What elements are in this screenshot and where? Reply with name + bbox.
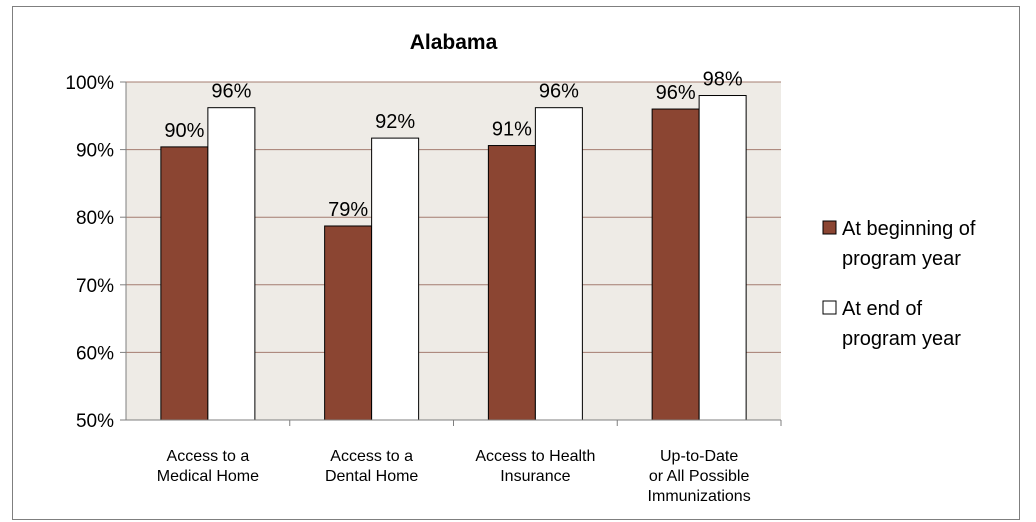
bar — [324, 225, 373, 421]
legend-label: program year — [842, 328, 961, 350]
bar — [651, 108, 700, 421]
x-tick-label: Immunizations — [648, 488, 751, 505]
bars — [160, 95, 747, 421]
x-tick-label: Access to Health — [475, 448, 595, 465]
legend: At beginning of program year At end of prog… — [822, 218, 976, 350]
bar — [487, 145, 536, 421]
data-labels: 90% 96% 79% 92% 91% 96% 96% 98% — [164, 69, 742, 221]
data-label: 92% — [375, 111, 415, 133]
x-tick-label: Access to a — [167, 448, 250, 465]
legend-label: At beginning of — [842, 218, 976, 240]
legend-swatch — [822, 220, 837, 235]
data-label: 96% — [656, 82, 696, 104]
data-label: 98% — [703, 69, 743, 91]
bar — [698, 95, 747, 421]
axes: 50% 60% 70% 80% 90% 100% Access to a Medical Ho… — [65, 73, 782, 505]
legend-swatch — [822, 300, 837, 315]
bar — [207, 107, 256, 421]
x-tick-label: Insurance — [500, 468, 570, 485]
y-tick-label: 70% — [76, 276, 114, 297]
y-tick-label: 80% — [76, 208, 114, 229]
bar-chart: 50% 60% 70% 80% 90% 100% Access to a Medical Ho… — [65, 31, 976, 505]
x-tick-label: Dental Home — [325, 468, 418, 485]
legend-label: At end of — [842, 298, 923, 320]
data-label: 79% — [328, 199, 368, 221]
bar — [534, 107, 583, 421]
data-label: 96% — [539, 81, 579, 103]
x-tick-label: Access to a — [330, 448, 413, 465]
y-tick-label: 50% — [76, 411, 114, 432]
bar — [160, 146, 209, 421]
x-tick-label: Medical Home — [157, 468, 259, 485]
bar — [371, 137, 420, 421]
data-label: 96% — [211, 81, 251, 103]
data-label: 90% — [164, 120, 204, 142]
x-tick-label: or All Possible — [649, 468, 750, 485]
chart-title: Alabama — [410, 31, 498, 54]
data-label: 91% — [492, 119, 532, 141]
legend-label: program year — [842, 248, 961, 270]
y-tick-label: 90% — [76, 141, 114, 162]
x-tick-label: Up-to-Date — [660, 448, 738, 465]
chart-frame: 50% 60% 70% 80% 90% 100% Access to a Medical Ho… — [12, 6, 1020, 520]
y-tick-label: 60% — [76, 343, 114, 364]
y-tick-label: 100% — [65, 73, 114, 94]
